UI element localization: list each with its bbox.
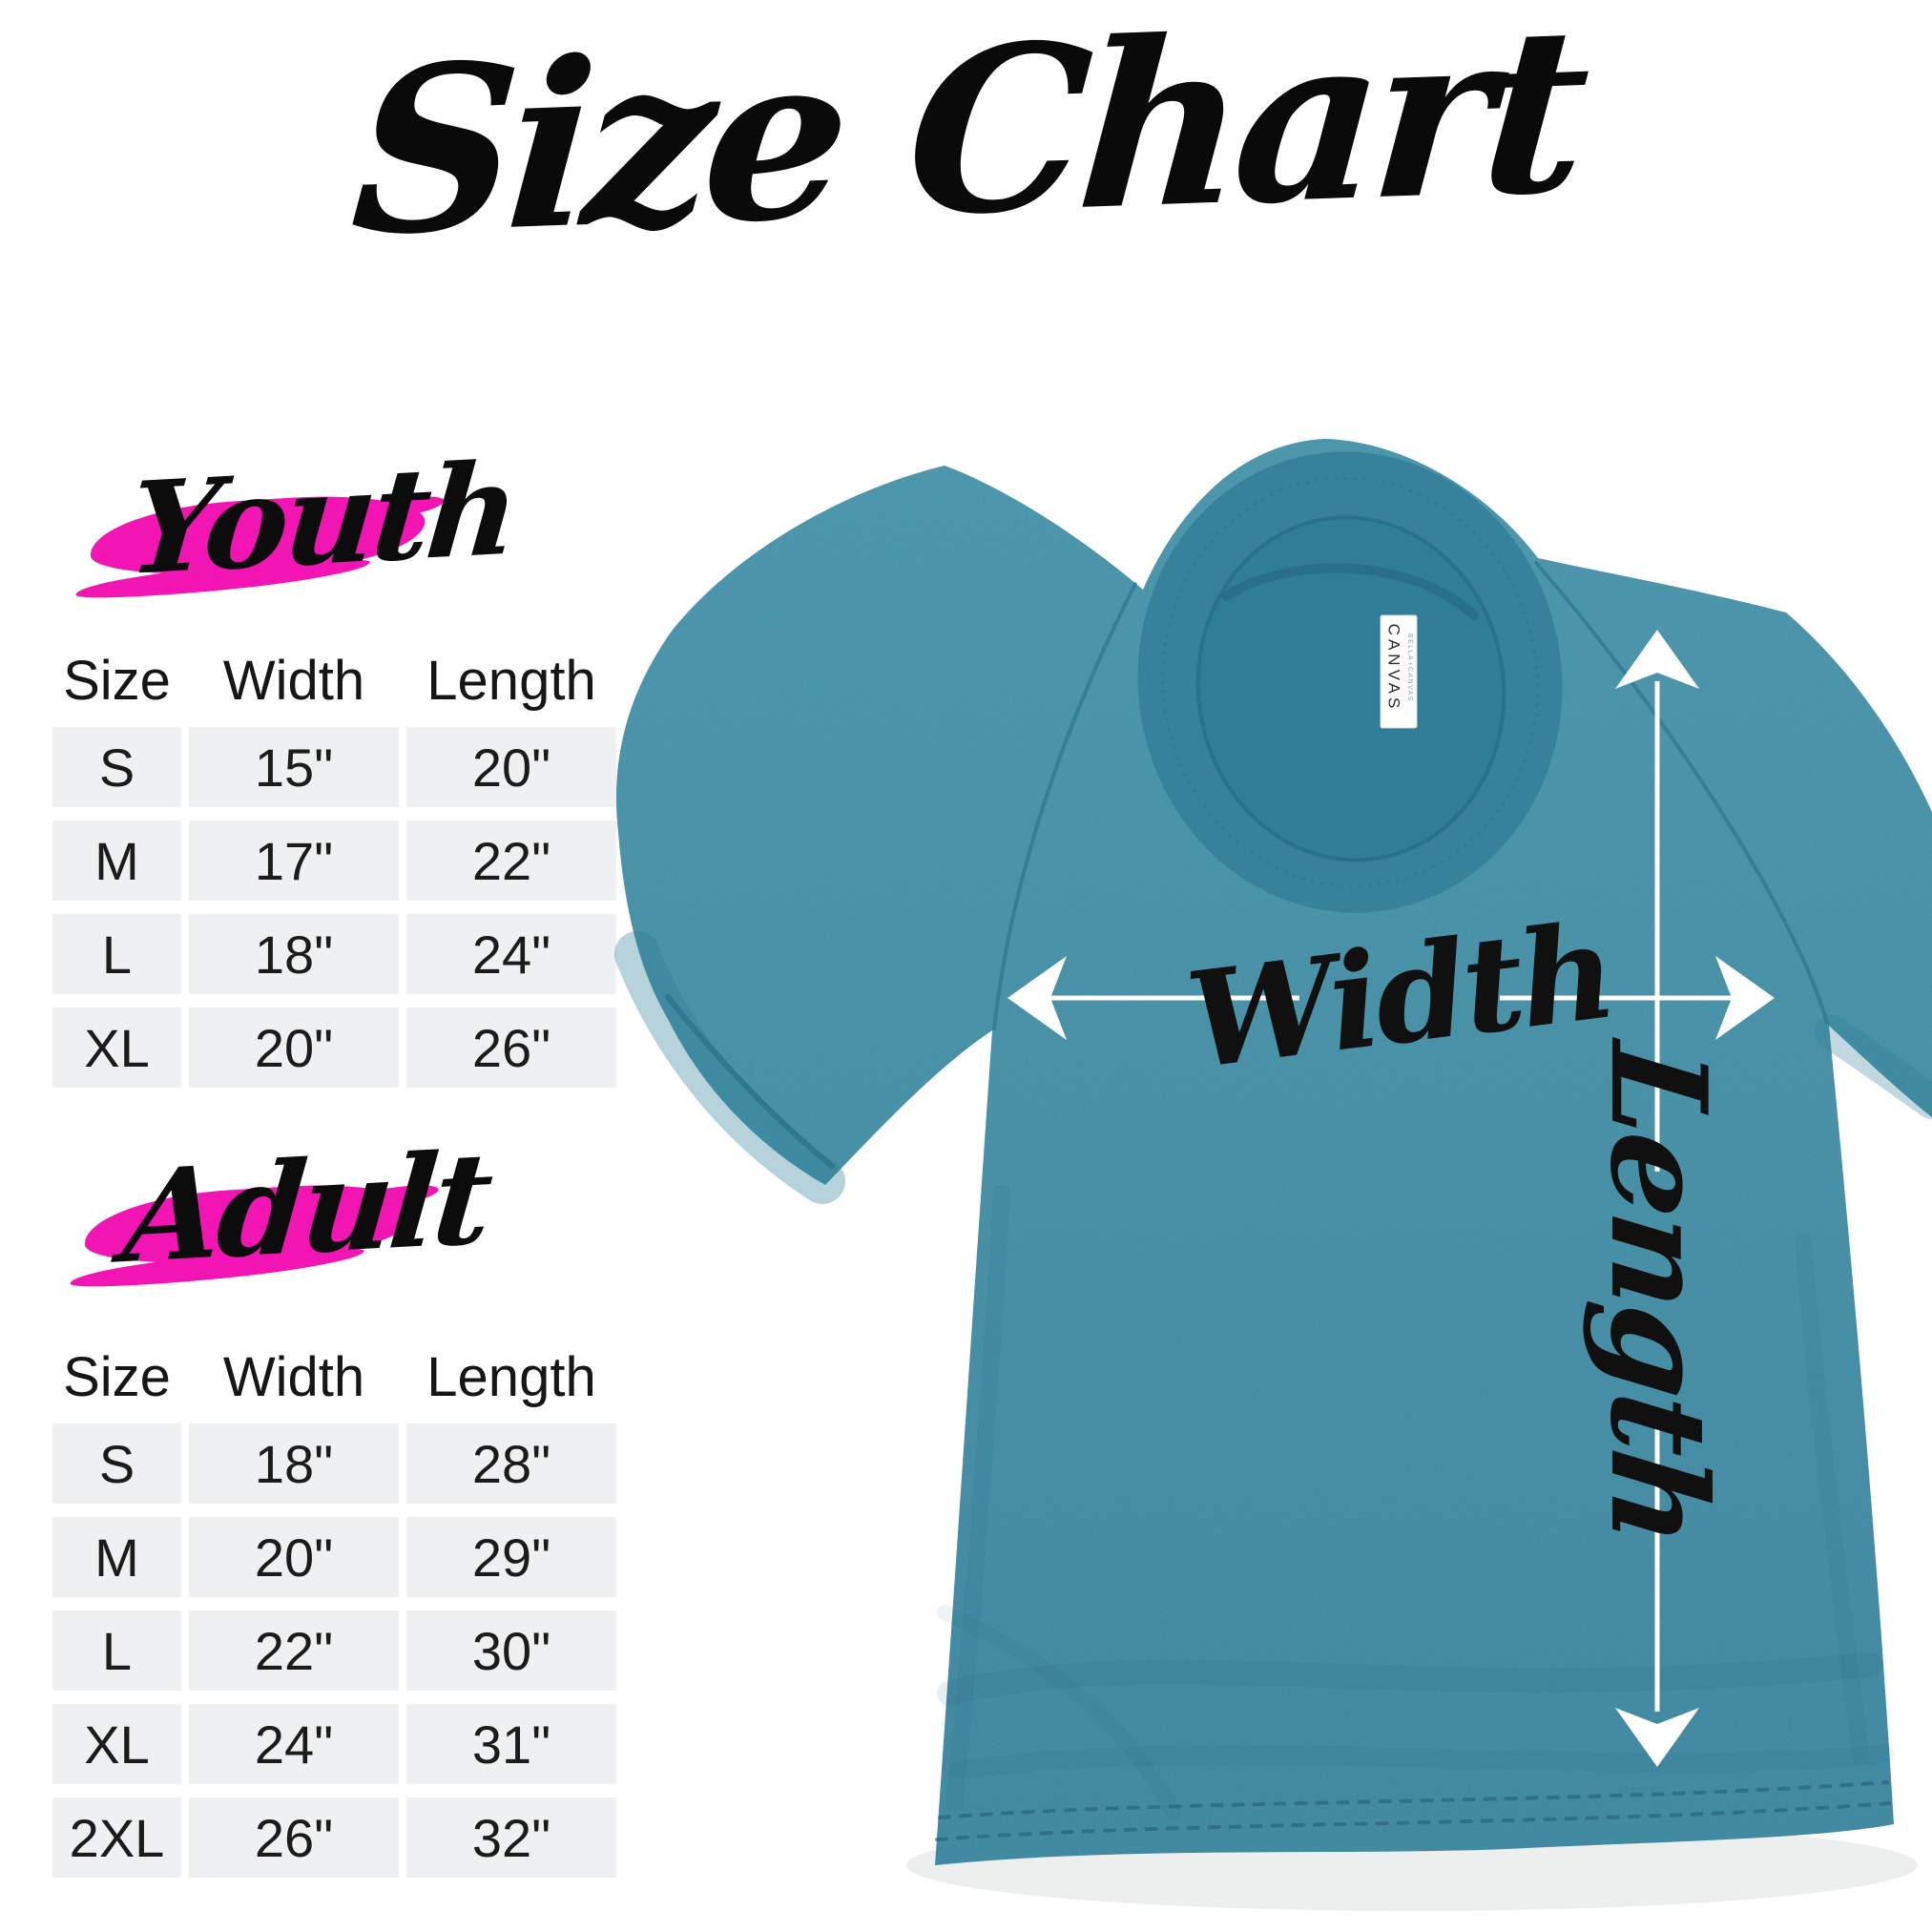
size-cell: XL: [52, 1704, 181, 1784]
neck-tag: CANVAS BELLA+CANVAS: [1380, 614, 1418, 729]
width-cell: 15": [189, 727, 399, 807]
shirt-body: [616, 439, 1932, 1865]
youth-col-width: Width: [222, 649, 365, 712]
heather-texture: [616, 439, 1932, 1865]
youth-section-heading: Youth: [84, 435, 521, 630]
width-cell: 26": [189, 1797, 399, 1878]
page-title: Size Chart: [0, 0, 1932, 287]
adult-col-length: Length: [426, 1345, 596, 1408]
youth-size-table: Size Width Length S 15" 20" M 17" 22" L …: [52, 647, 616, 1088]
size-cell: 2XL: [52, 1797, 181, 1878]
adult-heading-text: Adult: [117, 1124, 495, 1293]
length-cell: 29": [406, 1517, 616, 1597]
youth-heading-text: Youth: [123, 434, 522, 605]
collar-inner-shadow: [1221, 563, 1479, 620]
size-cell: L: [52, 914, 181, 994]
length-cell: 22": [406, 821, 616, 901]
length-cell: 31": [406, 1704, 616, 1784]
width-cell: 20": [189, 1517, 399, 1597]
adult-section-heading: Adult: [78, 1125, 494, 1319]
length-cell: 28": [406, 1423, 616, 1504]
length-arrowhead-top: [1615, 630, 1699, 689]
size-cell: S: [52, 727, 181, 807]
length-arrowhead-bottom: [1615, 1708, 1699, 1767]
length-arrow-label: Length: [1581, 1033, 1736, 1551]
length-cell: 24": [406, 914, 616, 994]
adult-col-width: Width: [222, 1345, 365, 1408]
length-cell: 32": [406, 1797, 616, 1878]
size-cell: L: [52, 1610, 181, 1691]
adult-col-size: Size: [63, 1345, 171, 1408]
size-cell: XL: [52, 1008, 181, 1088]
length-cell: 30": [406, 1610, 616, 1691]
shirt-wrinkles: [937, 1184, 1894, 1820]
width-cell: 18": [189, 914, 399, 994]
width-cell: 18": [189, 1423, 399, 1504]
length-arrow: [1615, 630, 1699, 1767]
width-cell: 22": [189, 1610, 399, 1691]
size-cell: M: [52, 821, 181, 901]
shirt-seams: [614, 561, 1932, 1841]
width-cell: 20": [189, 1008, 399, 1088]
width-arrowhead-right: [1715, 956, 1775, 1040]
length-cell: 20": [406, 727, 616, 807]
width-arrowhead-left: [1008, 956, 1067, 1040]
adult-size-table: Size Width Length S 18" 28" M 20" 29" L …: [52, 1343, 616, 1878]
size-cell: S: [52, 1423, 181, 1504]
length-cell: 26": [406, 1008, 616, 1088]
shirt-collar: [1137, 451, 1563, 913]
tshirt-photo: CANVAS BELLA+CANVAS Width Length: [614, 439, 1932, 1911]
youth-col-length: Length: [426, 649, 596, 712]
width-cell: 24": [189, 1704, 399, 1784]
width-arrow: [1008, 956, 1775, 1040]
neck-tag-sub: BELLA+CANVAS: [1406, 634, 1413, 702]
page-title-text: Size Chart: [344, 0, 1588, 287]
width-cell: 17": [189, 821, 399, 901]
size-cell: M: [52, 1517, 181, 1597]
neck-tag-brand: CANVAS: [1385, 624, 1403, 713]
youth-col-size: Size: [63, 649, 171, 712]
